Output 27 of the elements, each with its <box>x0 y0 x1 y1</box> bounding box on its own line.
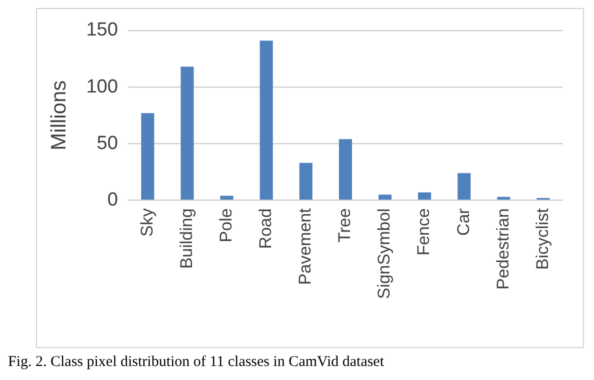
x-tick-label: Road <box>256 208 276 249</box>
bar <box>378 194 392 200</box>
bar <box>299 162 312 200</box>
bar <box>497 196 510 200</box>
caption: Fig. 2. Class pixel distribution of 11 classes in CamVid dataset <box>8 354 386 371</box>
x-tick-label: Pedestrian <box>493 208 512 290</box>
bar <box>260 40 273 200</box>
x-tick-label: Bicyclist <box>532 208 552 270</box>
x-tick-label: Pole <box>216 208 236 242</box>
y-tick-label: 150 <box>86 20 118 41</box>
x-tick-label: Tree <box>335 208 354 243</box>
x-tick-label: Building <box>176 208 196 269</box>
y-tick-label: 100 <box>86 76 118 98</box>
x-tick-label: Sky <box>137 208 156 237</box>
x-tick-label: Fence <box>414 208 434 256</box>
bar <box>418 192 432 200</box>
bar <box>141 113 154 200</box>
bar <box>180 66 194 200</box>
y-tick-label: 0 <box>107 190 118 211</box>
x-tick-label: Car <box>454 208 473 236</box>
bar <box>220 196 234 200</box>
x-tick-label: Pavement <box>296 208 315 285</box>
x-tick-label: SignSymbol <box>374 208 394 300</box>
y-axis-title: Millions <box>47 80 70 150</box>
y-tick-label: 50 <box>96 132 118 154</box>
bar <box>458 173 471 200</box>
bar <box>338 139 352 200</box>
